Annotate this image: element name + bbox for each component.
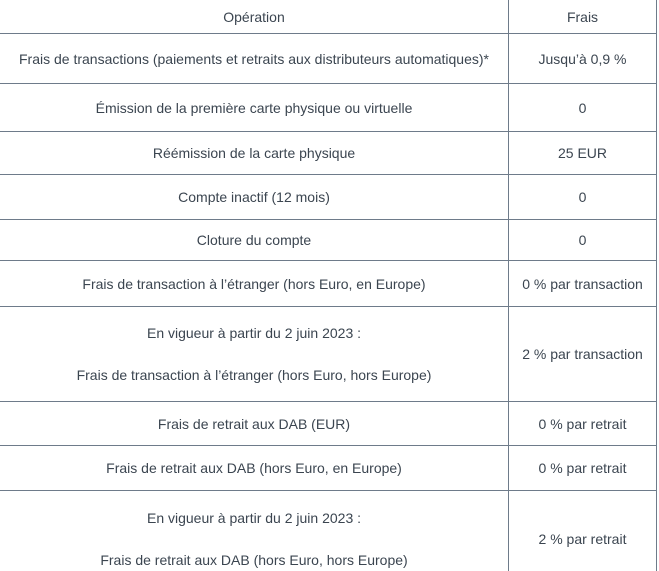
frais-cell: 0 % par retrait bbox=[509, 402, 657, 445]
frais-cell: 0 bbox=[509, 84, 657, 131]
operation-text: Compte inactif (12 mois) bbox=[178, 189, 330, 205]
operation-cell: Cloture du compte bbox=[0, 220, 509, 260]
frais-text: 2 % par transaction bbox=[522, 346, 643, 362]
operation-text: Frais de retrait aux DAB (EUR) bbox=[157, 415, 351, 432]
table-row: Frais de transactions (paiements et retr… bbox=[0, 34, 657, 84]
operation-text: Réémission de la carte physique bbox=[152, 145, 356, 161]
operation-text: Émission de la première carte physique o… bbox=[95, 99, 413, 116]
frais-text: 25 EUR bbox=[557, 145, 608, 161]
table-row: En vigueur à partir du 2 juin 2023 : Fra… bbox=[0, 307, 657, 402]
frais-text: 0 bbox=[578, 99, 587, 116]
operation-text: En vigueur à partir du 2 juin 2023 : bbox=[146, 509, 362, 526]
operation-cell: En vigueur à partir du 2 juin 2023 : Fra… bbox=[0, 307, 509, 401]
table-row: Émission de la première carte physique o… bbox=[0, 84, 657, 132]
frais-cell: 0 % par transaction bbox=[509, 261, 657, 306]
frais-text: 0 % par retrait bbox=[538, 460, 627, 476]
frais-text: 0 bbox=[578, 189, 587, 205]
frais-cell: 0 bbox=[509, 175, 657, 219]
frais-cell: 2 % par retrait bbox=[509, 491, 657, 571]
frais-text: Jusqu’à 0,9 % bbox=[538, 50, 627, 67]
frais-text: 0 % par retrait bbox=[538, 415, 627, 432]
operation-text: Frais de transactions (paiements et retr… bbox=[19, 50, 489, 67]
column-header-frais-label: Frais bbox=[566, 8, 599, 25]
frais-text: 2 % par retrait bbox=[538, 530, 627, 547]
operation-text: En vigueur à partir du 2 juin 2023 : bbox=[146, 325, 362, 341]
table-row: Réémission de la carte physique 25 EUR bbox=[0, 132, 657, 175]
column-header-operation-label: Opération bbox=[223, 8, 285, 25]
operation-cell: En vigueur à partir du 2 juin 2023 : Fra… bbox=[0, 491, 509, 571]
frais-text: 0 bbox=[578, 232, 587, 248]
table-row: En vigueur à partir du 2 juin 2023 : Fra… bbox=[0, 491, 657, 571]
operation-cell: Réémission de la carte physique bbox=[0, 132, 509, 174]
frais-text: 0 % par transaction bbox=[522, 275, 643, 292]
operation-text: Frais de retrait aux DAB (hors Euro, hor… bbox=[100, 551, 408, 568]
frais-cell: 2 % par transaction bbox=[509, 307, 657, 401]
table-row: Frais de retrait aux DAB (hors Euro, en … bbox=[0, 446, 657, 491]
frais-cell: 0 % par retrait bbox=[509, 446, 657, 490]
operation-cell: Compte inactif (12 mois) bbox=[0, 175, 509, 219]
operation-cell: Émission de la première carte physique o… bbox=[0, 84, 509, 131]
frais-cell: 0 bbox=[509, 220, 657, 260]
operation-cell: Frais de transactions (paiements et retr… bbox=[0, 34, 509, 83]
operation-text: Frais de transaction à l’étranger (hors … bbox=[76, 367, 432, 383]
frais-cell: 25 EUR bbox=[509, 132, 657, 174]
operation-text: Frais de retrait aux DAB (hors Euro, en … bbox=[106, 460, 402, 476]
frais-cell: Jusqu’à 0,9 % bbox=[509, 34, 657, 83]
table-row: Frais de transaction à l’étranger (hors … bbox=[0, 261, 657, 307]
table-row: Cloture du compte 0 bbox=[0, 220, 657, 261]
table-row: Frais de retrait aux DAB (EUR) 0 % par r… bbox=[0, 402, 657, 446]
operation-text: Frais de transaction à l’étranger (hors … bbox=[82, 275, 426, 292]
column-header-operation: Opération bbox=[0, 0, 509, 33]
operation-cell: Frais de transaction à l’étranger (hors … bbox=[0, 261, 509, 306]
operation-cell: Frais de retrait aux DAB (hors Euro, en … bbox=[0, 446, 509, 490]
table-header-row: Opération Frais bbox=[0, 0, 657, 34]
column-header-frais: Frais bbox=[509, 0, 657, 33]
table-row: Compte inactif (12 mois) 0 bbox=[0, 175, 657, 220]
operation-text: Cloture du compte bbox=[196, 232, 312, 248]
operation-cell: Frais de retrait aux DAB (EUR) bbox=[0, 402, 509, 445]
